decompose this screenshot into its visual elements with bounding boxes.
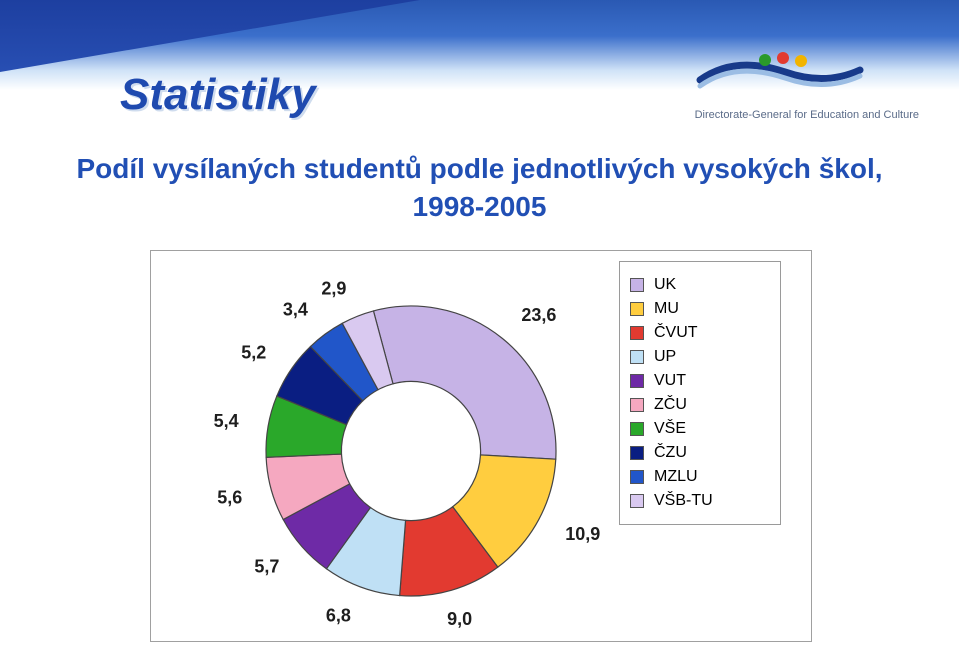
legend-item-mu: MU [630,300,770,318]
donut-label-čvut: 9,0 [447,609,472,629]
legend-swatch [630,422,644,436]
legend-label: VŠE [654,420,686,438]
donut-chart-container: 23,6 10,9 9,0 6,8 5,7 5,6 5,4 5,2 3,4 2,9 UK MU ČVU… [150,250,812,642]
donut-label-čzu: 5,2 [241,343,266,363]
legend-item-up: UP [630,348,770,366]
donut-label-uk: 23,6 [521,305,556,325]
legend-item-vše: VŠE [630,420,770,438]
page-subtitle: Podíl vysílaných studentů podle jednotli… [50,150,909,226]
legend-item-mzlu: MZLU [630,468,770,486]
subtitle-line-1: Podíl vysílaných studentů podle jednotli… [77,153,883,184]
donut-label-zču: 5,6 [217,487,242,507]
page-title: Statistiky [120,70,316,120]
donut-chart: 23,6 10,9 9,0 6,8 5,7 5,6 5,4 5,2 3,4 2,9 [181,261,621,641]
donut-label-mu: 10,9 [565,524,600,544]
logo-caption: Directorate-General for Education and Cu… [695,109,919,121]
subtitle-line-2: 1998-2005 [413,191,547,222]
legend-label: VUT [654,372,686,390]
donut-label-up: 6,8 [326,605,351,625]
legend-swatch [630,374,644,388]
legend-item-zču: ZČU [630,396,770,414]
legend-item-všb-tu: VŠB-TU [630,492,770,510]
donut-label-vše: 5,4 [214,411,239,431]
legend-label: ZČU [654,396,687,414]
donut-slice-uk [373,306,556,459]
eu-education-logo: Directorate-General for Education and Cu… [695,50,919,121]
chart-legend: UK MU ČVUT UP VUT ZČU VŠE ČZU MZLU VŠB-TU [619,261,781,525]
donut-label-mzlu: 3,4 [283,300,308,320]
legend-swatch [630,278,644,292]
legend-label: VŠB-TU [654,492,713,510]
legend-item-čzu: ČZU [630,444,770,462]
legend-swatch [630,326,644,340]
legend-swatch [630,494,644,508]
legend-swatch [630,350,644,364]
legend-item-čvut: ČVUT [630,324,770,342]
legend-label: UK [654,276,676,294]
donut-label-všb-tu: 2,9 [321,278,346,298]
legend-swatch [630,446,644,460]
legend-label: ČVUT [654,324,698,342]
legend-swatch [630,302,644,316]
legend-item-uk: UK [630,276,770,294]
legend-swatch [630,470,644,484]
legend-swatch [630,398,644,412]
legend-item-vut: VUT [630,372,770,390]
donut-label-vut: 5,7 [254,556,279,576]
legend-label: MU [654,300,679,318]
legend-label: UP [654,348,676,366]
legend-label: MZLU [654,468,698,486]
legend-label: ČZU [654,444,687,462]
